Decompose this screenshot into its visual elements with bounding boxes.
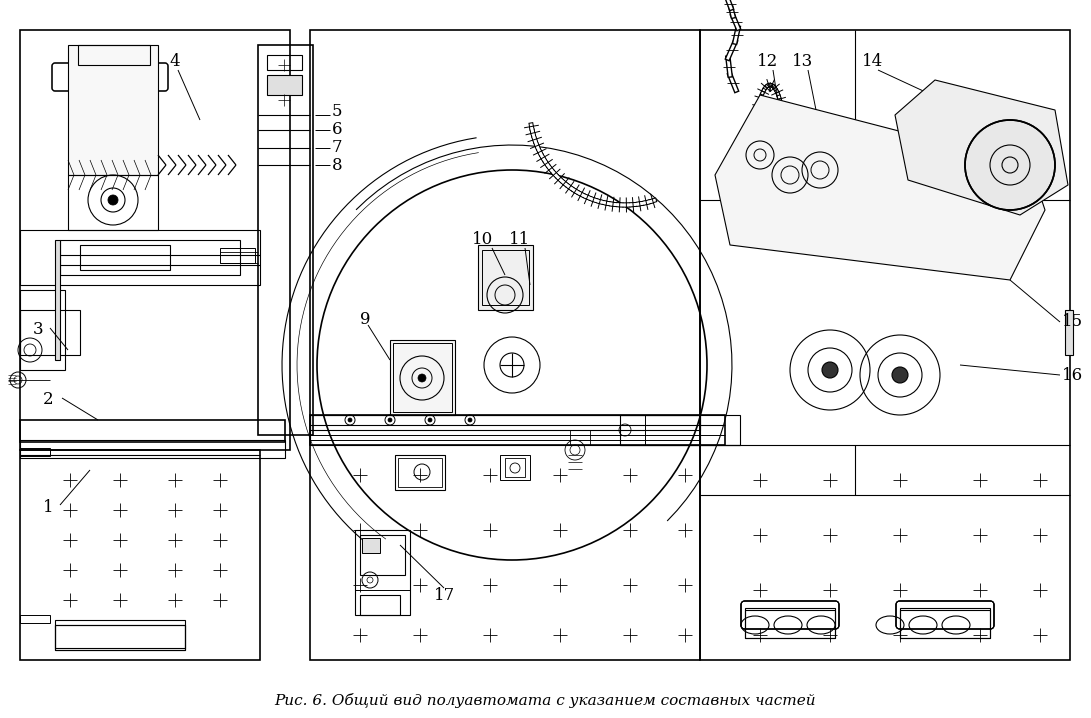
Bar (570, 430, 590, 445)
Bar (393, 343, 452, 412)
Circle shape (388, 418, 392, 422)
Bar (362, 538, 380, 553)
Bar (360, 595, 400, 615)
Bar (20, 290, 65, 370)
Bar (745, 608, 835, 638)
Text: 16: 16 (1062, 366, 1083, 383)
Bar (68, 45, 158, 175)
Circle shape (108, 195, 118, 205)
Bar (620, 415, 740, 445)
Bar (55, 625, 185, 650)
Bar (80, 245, 170, 270)
Text: 11: 11 (509, 231, 530, 248)
Bar (620, 415, 645, 445)
Bar (267, 75, 302, 95)
Bar (68, 175, 158, 230)
Text: 5: 5 (332, 103, 343, 121)
Circle shape (428, 418, 432, 422)
Bar (482, 250, 529, 305)
Bar (55, 240, 60, 360)
Bar (77, 45, 149, 65)
Bar (389, 340, 455, 415)
Text: 7: 7 (332, 139, 343, 157)
Text: 15: 15 (1062, 314, 1083, 330)
Circle shape (348, 418, 352, 422)
Bar (20, 310, 80, 355)
Bar (355, 530, 410, 615)
Bar (745, 610, 835, 638)
Bar (1065, 310, 1074, 355)
Bar (500, 455, 530, 480)
Bar (900, 610, 990, 638)
Text: 17: 17 (434, 587, 456, 605)
Bar (310, 30, 700, 660)
Bar (310, 415, 700, 445)
Text: 12: 12 (757, 54, 779, 70)
Bar (20, 30, 290, 450)
Bar (257, 45, 313, 435)
Bar (55, 620, 185, 648)
Circle shape (468, 418, 472, 422)
Bar (360, 535, 405, 575)
Circle shape (822, 362, 838, 378)
Bar (310, 430, 700, 440)
Bar (20, 420, 285, 442)
Circle shape (892, 367, 908, 383)
Bar (55, 625, 185, 650)
Bar (20, 230, 260, 285)
Bar (478, 245, 533, 310)
Text: 9: 9 (360, 312, 370, 329)
Bar (900, 608, 990, 638)
Bar (20, 440, 285, 458)
Circle shape (418, 374, 425, 382)
Bar (310, 415, 700, 430)
Bar (20, 448, 50, 456)
Polygon shape (715, 95, 1045, 280)
Bar (20, 450, 260, 660)
Bar (60, 240, 240, 275)
Text: 10: 10 (472, 231, 493, 248)
Polygon shape (895, 80, 1068, 215)
Bar (220, 248, 255, 263)
Bar (20, 615, 50, 623)
Text: 4: 4 (170, 54, 180, 70)
Text: 13: 13 (792, 54, 814, 70)
Text: 1: 1 (43, 500, 53, 516)
Circle shape (966, 120, 1055, 210)
Bar (395, 455, 445, 490)
Bar (267, 55, 302, 70)
Text: 8: 8 (332, 157, 343, 174)
Text: 14: 14 (862, 54, 884, 70)
Bar (310, 415, 726, 445)
Text: 2: 2 (43, 391, 53, 409)
Bar (398, 458, 442, 487)
Text: 6: 6 (332, 121, 343, 139)
Bar (505, 458, 525, 477)
Text: Рис. 6. Общий вид полуавтомата с указанием составных частей: Рис. 6. Общий вид полуавтомата с указани… (274, 692, 816, 707)
Bar (700, 30, 1070, 660)
Text: 3: 3 (33, 322, 44, 338)
